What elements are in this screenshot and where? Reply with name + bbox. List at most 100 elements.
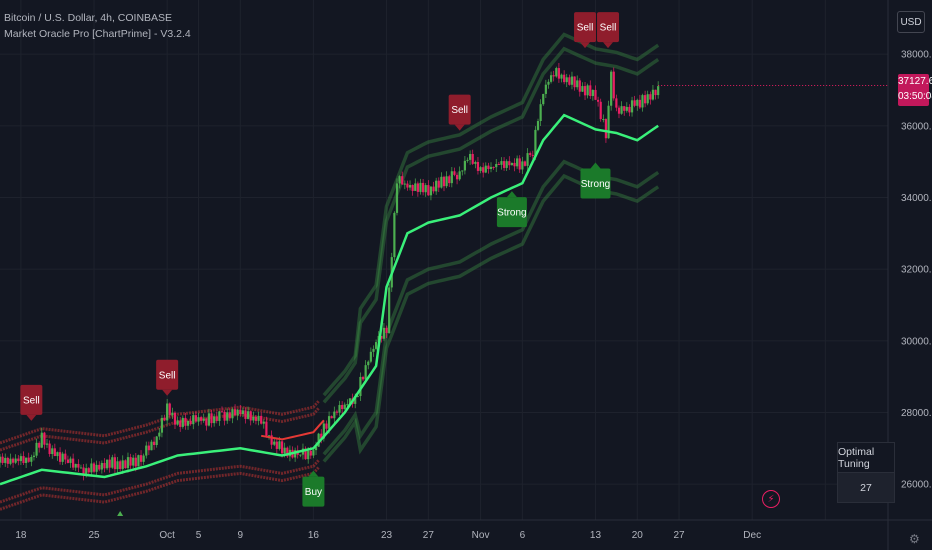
signal-label: Sell — [159, 370, 176, 381]
candle-body — [549, 75, 553, 82]
candle-body — [66, 459, 70, 463]
candle-body — [181, 417, 184, 427]
candle-body — [226, 412, 229, 421]
candle-body — [220, 411, 224, 413]
candle-body — [359, 376, 362, 397]
candle-body — [38, 442, 41, 448]
candle-body — [414, 183, 417, 191]
candle-body — [544, 84, 547, 94]
candle-body — [121, 460, 124, 469]
candle-body — [641, 95, 644, 108]
candle-body — [489, 166, 493, 170]
y-tick-label: 34000.00 — [901, 193, 932, 204]
candle-body — [176, 420, 179, 425]
candle-body — [72, 458, 75, 468]
candle-body — [539, 104, 542, 122]
y-tick-label: 32000.00 — [901, 265, 932, 276]
candle-body — [325, 423, 328, 429]
candle-body — [578, 80, 581, 92]
signal-sell-box — [156, 359, 179, 390]
candle-body — [557, 68, 561, 79]
candle-body — [382, 327, 386, 339]
gear-icon[interactable]: ⚙ — [909, 532, 920, 546]
candle-body — [471, 153, 474, 164]
signal-label: Sell — [600, 23, 617, 34]
candle-body — [448, 176, 451, 184]
x-tick-label: 23 — [381, 530, 393, 541]
candle-body — [30, 457, 33, 462]
candle-body — [374, 342, 378, 349]
candle-body — [500, 161, 503, 165]
currency-button[interactable]: USD — [897, 11, 925, 33]
candle-body — [147, 445, 150, 451]
candle-body — [612, 71, 615, 99]
candle-body — [184, 417, 187, 426]
candle-body — [25, 457, 28, 464]
candle-body — [338, 405, 341, 413]
candle-body — [14, 458, 17, 463]
candle-body — [179, 420, 182, 427]
signal-sell-pointer — [580, 42, 591, 49]
candle-body — [126, 457, 130, 469]
candle-body — [231, 409, 234, 419]
candle-body — [596, 99, 600, 102]
candle-body — [401, 176, 404, 185]
candle-body — [100, 462, 103, 470]
candle-body — [529, 153, 532, 155]
candle-body — [283, 447, 286, 454]
signal-buy-box — [302, 476, 325, 507]
candle-body — [330, 416, 333, 419]
candle-body — [299, 454, 302, 456]
candle-body — [565, 77, 568, 83]
candle-body — [0, 456, 2, 463]
candle-body — [479, 167, 482, 171]
signal-buy-pointer — [590, 162, 601, 169]
candle-body — [633, 100, 636, 106]
candle-body — [61, 453, 64, 462]
candle-body — [45, 443, 49, 445]
candle-body — [617, 107, 621, 114]
candle-body — [463, 160, 466, 171]
candle-body — [314, 446, 318, 451]
candle-body — [346, 404, 349, 406]
optimal-tuning-table: Optimal Tuning 27 — [837, 442, 895, 503]
candle-body — [294, 450, 297, 458]
candle-body — [523, 161, 527, 166]
trend-line-red — [261, 419, 325, 441]
candle-body — [343, 404, 346, 410]
candle-body — [4, 457, 7, 463]
candle-body — [270, 435, 273, 445]
band-upper-inner-green — [322, 46, 660, 404]
candle-body — [43, 432, 46, 445]
optimal-tuning-value: 27 — [838, 472, 894, 502]
candle-body — [171, 412, 174, 416]
bolt-icon[interactable]: ⚡ — [762, 490, 780, 508]
candle-body — [35, 442, 38, 456]
candle-body — [385, 327, 388, 333]
candle-body — [416, 183, 419, 192]
candle-body — [27, 457, 30, 462]
band-upper-outer-green — [322, 32, 660, 397]
signal-label: Sell — [451, 105, 468, 116]
candle-body — [40, 432, 43, 448]
candle-body — [189, 420, 192, 425]
y-tick-label: 38000.00 — [901, 50, 932, 61]
x-tick-label: 27 — [423, 530, 435, 541]
candle-body — [442, 176, 446, 187]
candle-body — [77, 463, 80, 468]
candle-body — [429, 186, 433, 196]
candle-body — [657, 86, 660, 96]
optimal-tuning-label: Optimal Tuning — [838, 445, 875, 470]
last-price-value: 37127.66 — [898, 76, 932, 87]
candle-body — [82, 467, 85, 476]
candle-body — [492, 166, 495, 168]
candle-body — [207, 413, 211, 426]
candle-body — [437, 180, 440, 188]
symbol-title: Bitcoin / U.S. Dollar, 4h, COINBASE — [4, 12, 173, 24]
signal-sell-pointer — [454, 124, 465, 131]
moving-average-line — [0, 113, 659, 486]
candle-body — [90, 463, 93, 473]
candle-body — [604, 119, 608, 139]
candle-body — [555, 68, 558, 77]
